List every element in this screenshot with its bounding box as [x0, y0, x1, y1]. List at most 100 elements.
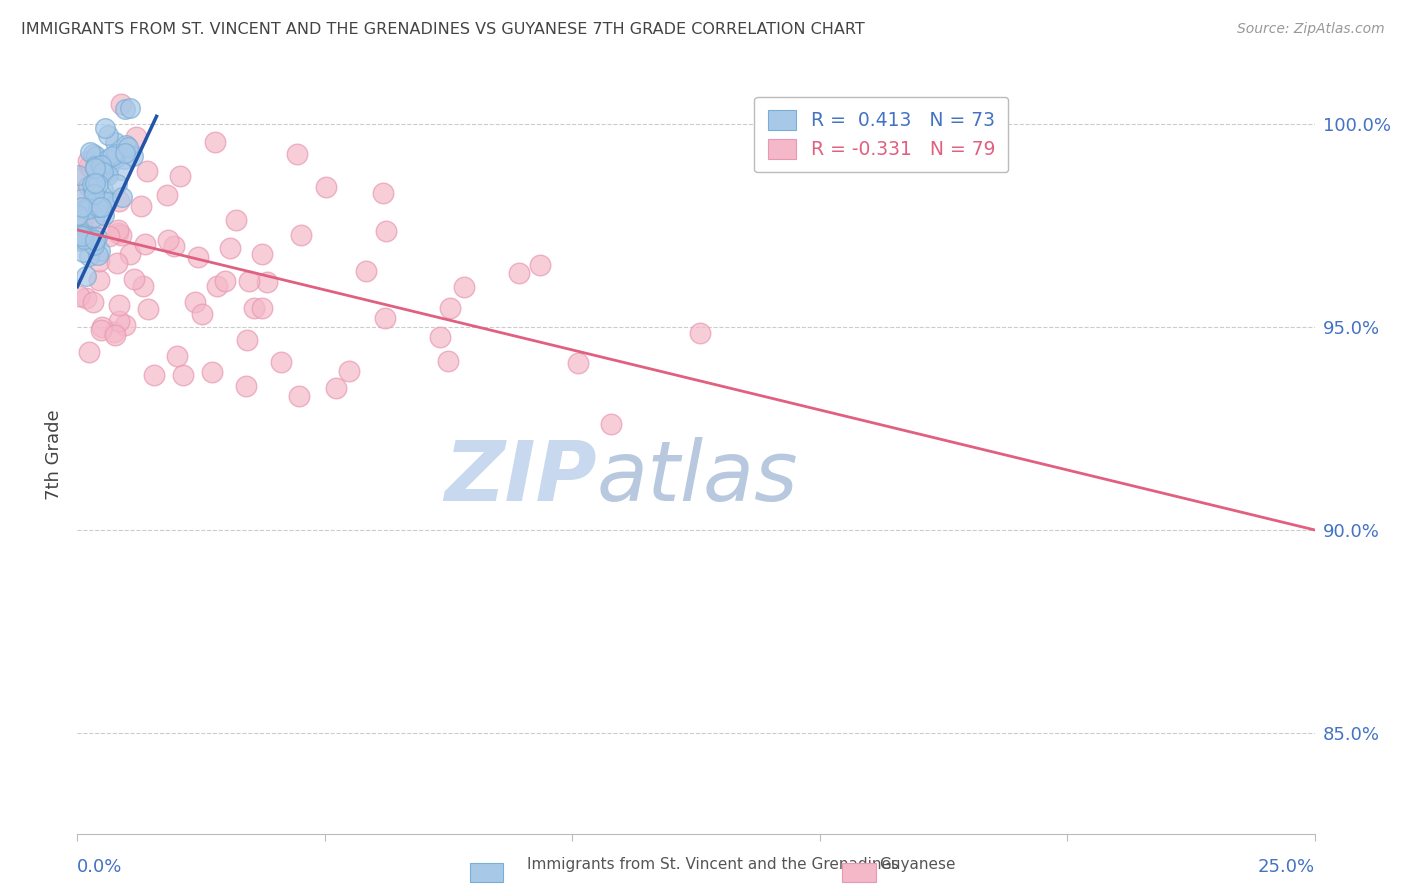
Point [172, 368, 194, 383]
Point [439, 301, 461, 315]
Point [124, 272, 146, 286]
Point [69, 228, 91, 243]
Point [169, 169, 191, 183]
Point [107, 223, 129, 237]
Point [97, 160, 120, 174]
Point [108, 313, 131, 327]
Point [191, 307, 214, 321]
Point [134, 236, 156, 251]
Point [374, 310, 396, 325]
Point [84, 161, 107, 176]
Point [94, 166, 117, 180]
Text: 0.0%: 0.0% [77, 858, 122, 876]
Point [315, 179, 337, 194]
Point [90, 204, 112, 219]
Point [337, 364, 360, 378]
Point [118, 247, 141, 261]
Point [93, 164, 115, 178]
Point [83, 211, 105, 226]
Point [214, 274, 236, 288]
Point [114, 145, 136, 160]
Point [90, 200, 112, 214]
Point [76, 154, 98, 169]
Point [104, 327, 127, 342]
Point [70, 200, 93, 214]
Point [82, 294, 104, 309]
Point [82, 182, 104, 196]
Point [97, 168, 120, 182]
Point [96, 194, 118, 209]
Point [67, 218, 90, 232]
Point [93, 208, 115, 222]
Point [114, 103, 136, 117]
Point [453, 279, 475, 293]
Point [73, 232, 96, 246]
Point [529, 258, 551, 272]
Point [204, 135, 226, 149]
Point [89, 192, 111, 206]
Point [184, 294, 207, 309]
Point [187, 250, 209, 264]
Point [243, 301, 266, 315]
Point [84, 177, 107, 191]
Point [288, 389, 311, 403]
Point [67, 186, 90, 200]
Point [104, 146, 127, 161]
Point [83, 159, 105, 173]
Point [689, 326, 711, 341]
Point [136, 302, 159, 317]
Point [205, 278, 228, 293]
Point [111, 189, 134, 203]
Point [508, 266, 530, 280]
Point [86, 196, 108, 211]
Point [87, 159, 110, 173]
Point [105, 256, 128, 270]
Point [250, 301, 273, 315]
Point [97, 152, 120, 166]
Point [166, 350, 188, 364]
Point [67, 171, 90, 186]
Point [371, 186, 394, 200]
Point [90, 158, 112, 172]
Point [114, 137, 136, 152]
Point [567, 356, 589, 370]
Point [124, 129, 146, 144]
Point [91, 183, 114, 197]
Point [83, 237, 105, 252]
Point [122, 149, 145, 163]
Point [83, 187, 105, 202]
Text: Guyanese: Guyanese [879, 857, 955, 872]
Point [163, 238, 186, 252]
Point [201, 365, 224, 379]
Point [87, 247, 110, 261]
Point [77, 249, 100, 263]
Point [72, 244, 94, 259]
Point [110, 227, 132, 242]
Point [87, 200, 110, 214]
Point [77, 229, 100, 244]
Point [69, 234, 91, 248]
Point [157, 233, 180, 247]
Text: IMMIGRANTS FROM ST. VINCENT AND THE GRENADINES VS GUYANESE 7TH GRADE CORRELATION: IMMIGRANTS FROM ST. VINCENT AND THE GREN… [21, 22, 865, 37]
Point [225, 212, 247, 227]
Point [84, 202, 107, 216]
Point [256, 276, 278, 290]
Point [600, 417, 623, 432]
Point [107, 226, 129, 240]
Point [89, 192, 111, 206]
Legend: R =  0.413   N = 73, R = -0.331   N = 79: R = 0.413 N = 73, R = -0.331 N = 79 [755, 96, 1008, 172]
Point [110, 97, 132, 112]
Point [437, 354, 460, 368]
Text: Immigrants from St. Vincent and the Grenadines: Immigrants from St. Vincent and the Gren… [527, 857, 900, 872]
Point [235, 333, 257, 347]
Point [70, 227, 93, 242]
Point [77, 344, 100, 359]
Y-axis label: 7th Grade: 7th Grade [45, 409, 63, 500]
Point [112, 153, 135, 167]
Point [89, 273, 111, 287]
Point [101, 149, 124, 163]
Point [235, 379, 257, 393]
Point [83, 210, 105, 224]
Point [285, 147, 308, 161]
Point [79, 145, 101, 159]
